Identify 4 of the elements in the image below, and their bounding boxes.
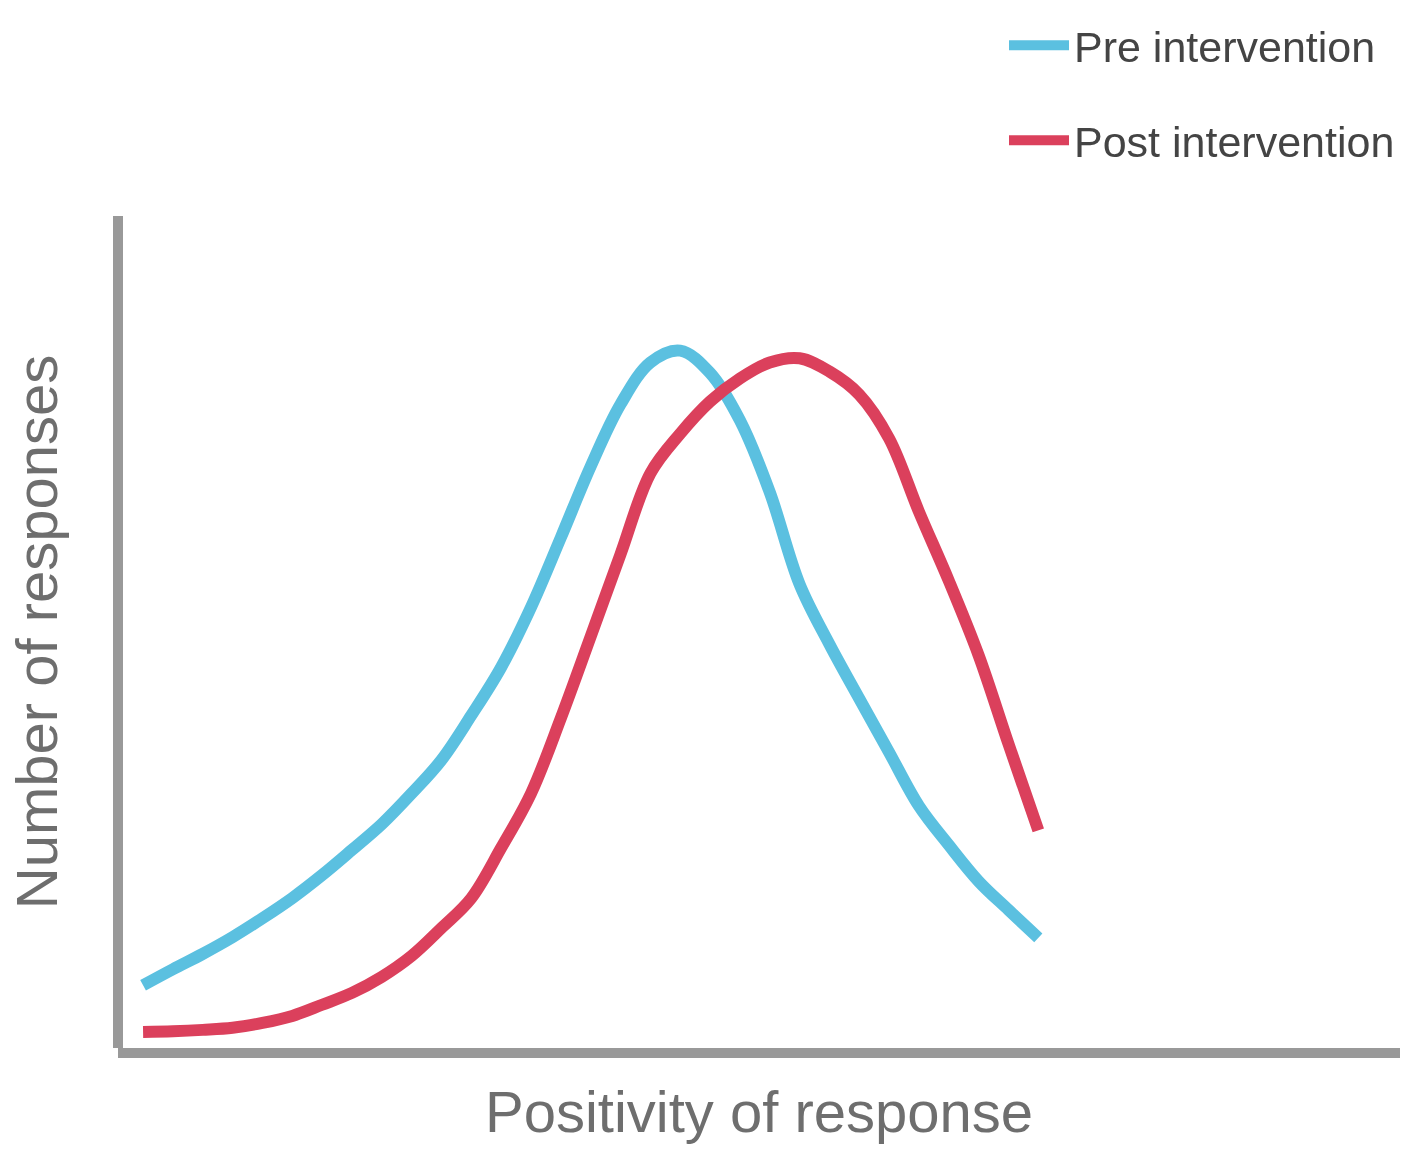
x-axis-title: Positivity of response — [484, 1078, 1034, 1144]
legend-label: Pre intervention — [1074, 23, 1376, 72]
y-axis-title: Number of responses — [4, 354, 70, 910]
legend-label: Post intervention — [1074, 118, 1395, 167]
